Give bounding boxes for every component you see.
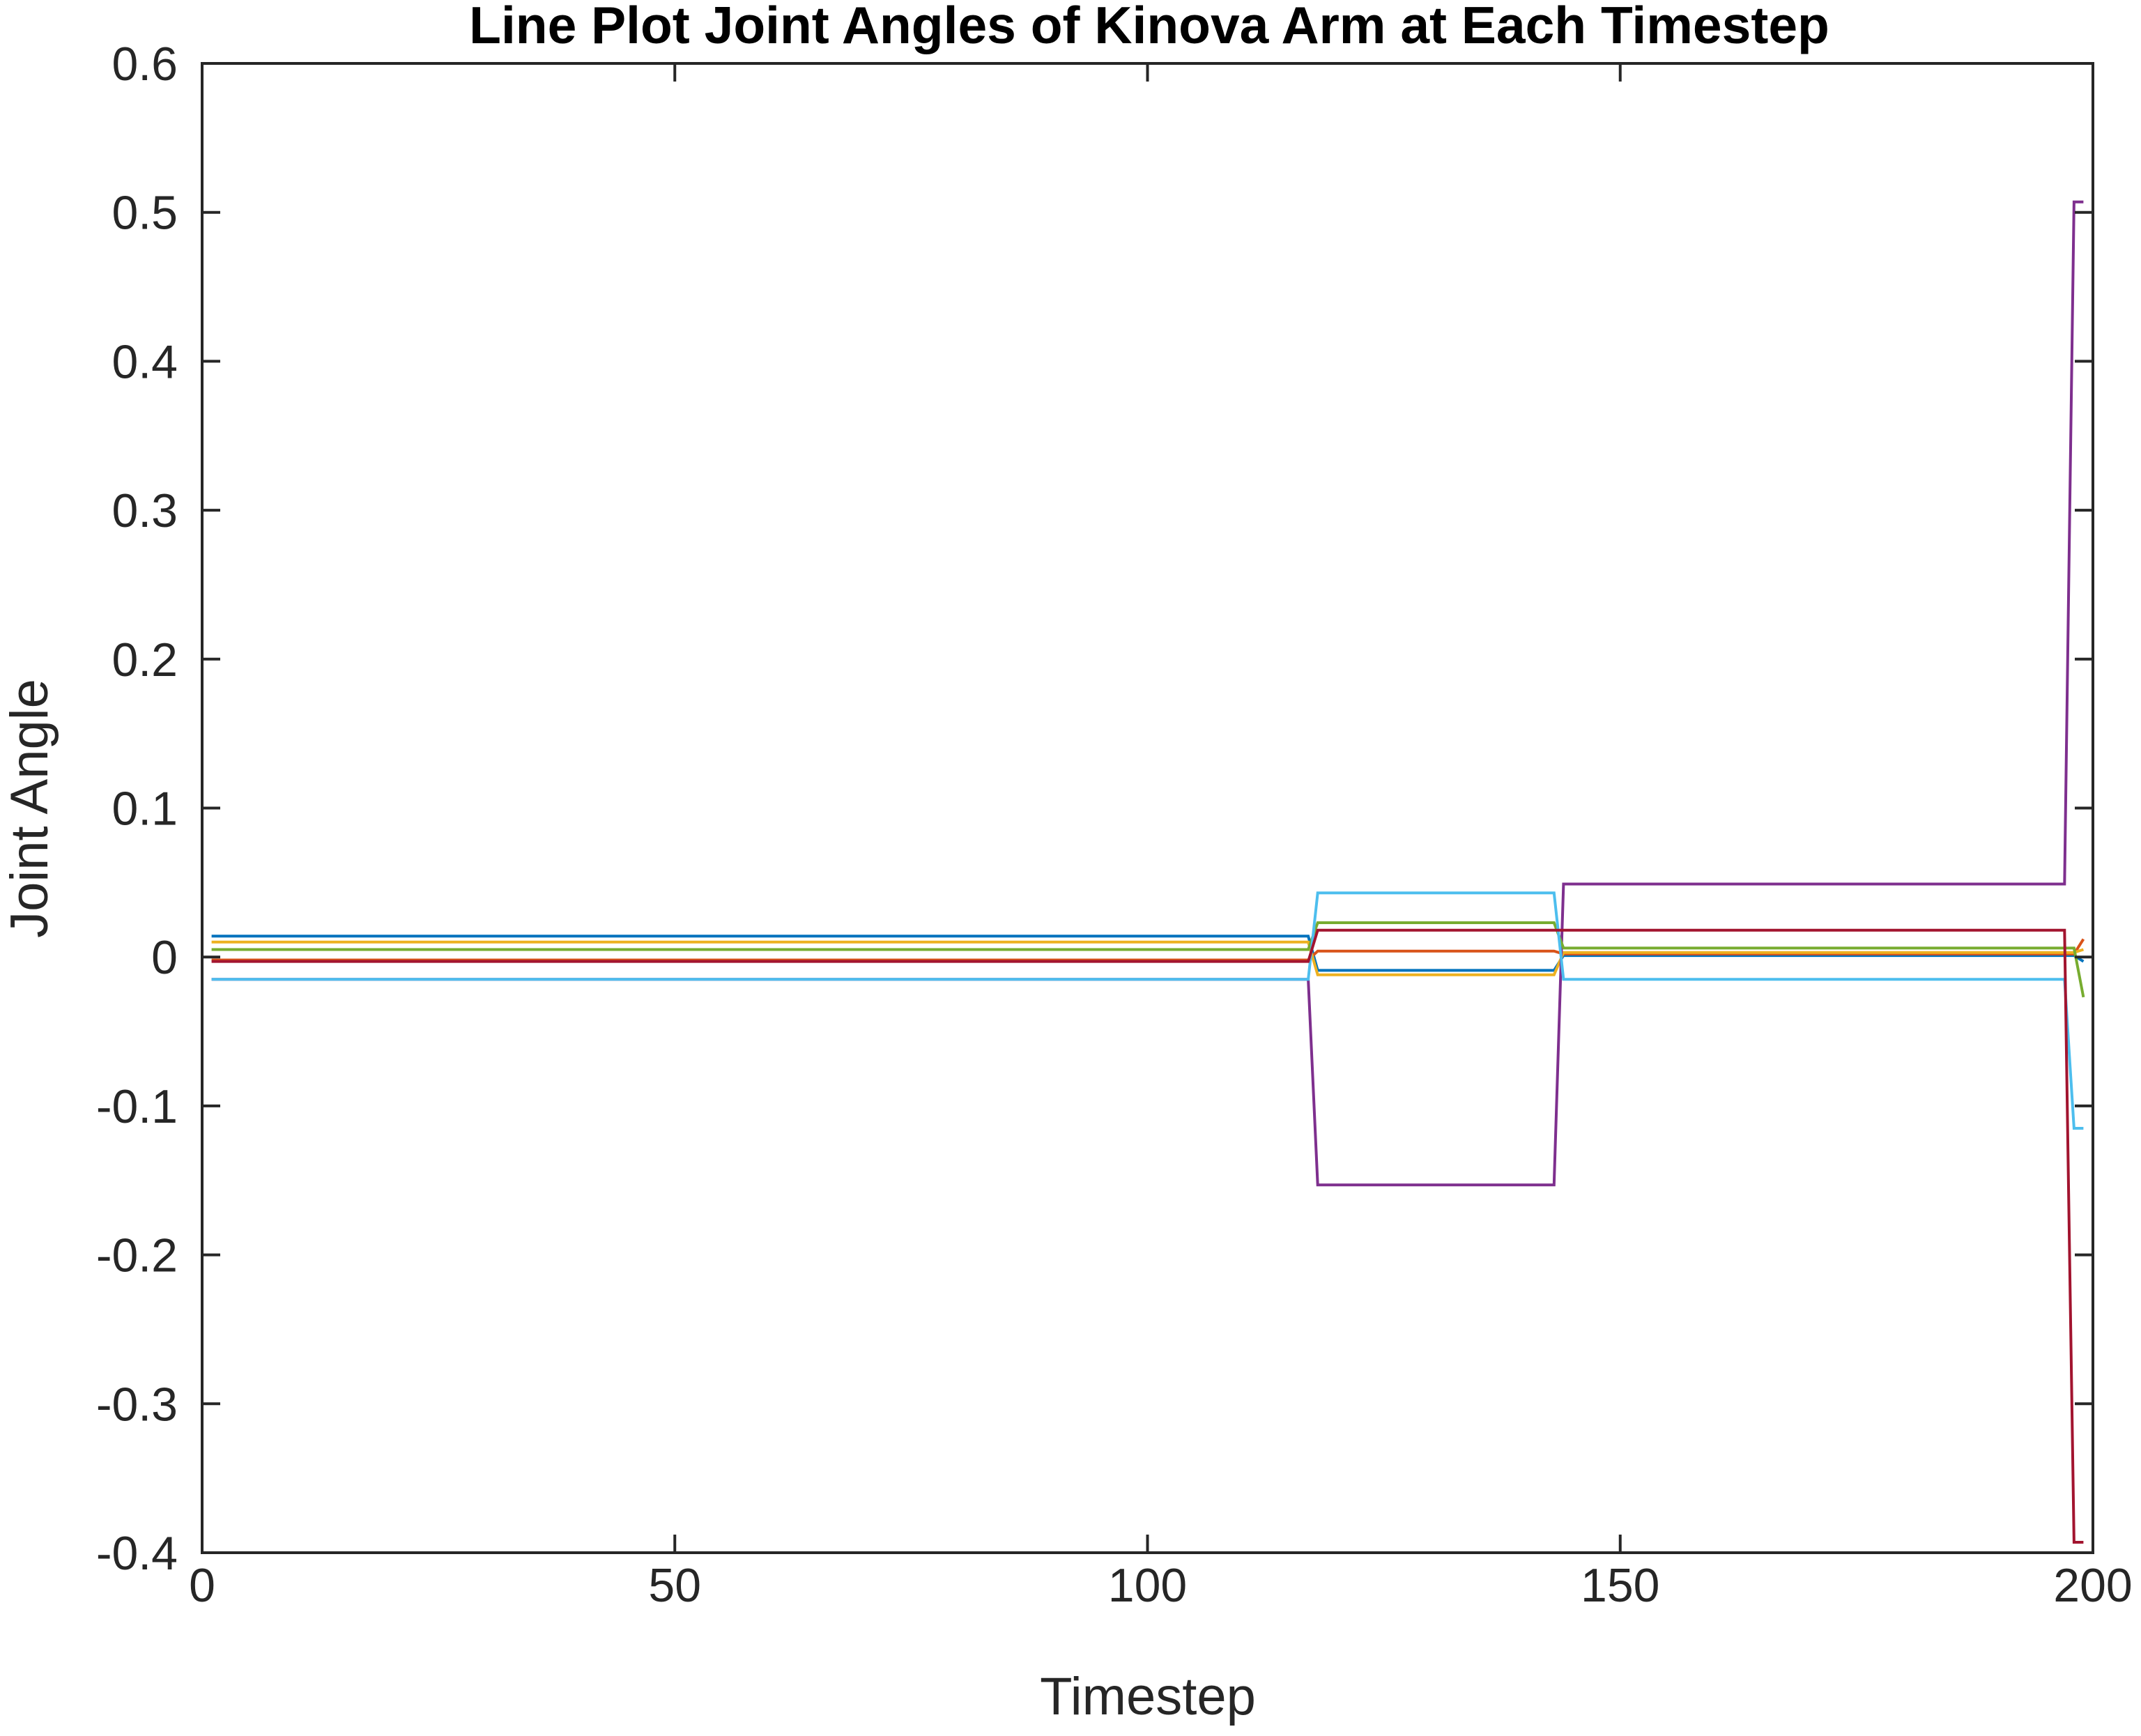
y-tick-label: 0.5 — [112, 187, 178, 240]
x-tick-label: 150 — [1581, 1559, 1659, 1612]
y-tick-label: -0.1 — [96, 1080, 178, 1133]
x-tick-label: 50 — [648, 1559, 701, 1612]
x-tick-label: 0 — [189, 1559, 215, 1612]
series-line-1 — [211, 935, 2085, 972]
y-tick-label: -0.2 — [96, 1229, 178, 1282]
x-axis-label: Timestep — [1040, 1667, 1256, 1726]
y-axis-label: Joint Angle — [0, 679, 59, 938]
y-tick-label: 0.4 — [112, 335, 178, 388]
y-tick-label: -0.3 — [96, 1378, 178, 1431]
series-layer — [211, 200, 2085, 1544]
plot-area — [201, 62, 2094, 1554]
series-line-4 — [211, 200, 2084, 1187]
y-axis: -0.4 -0.3 -0.2 -0.1 0 0.1 0.2 0.3 0.4 0.5 0.6 — [96, 38, 2093, 1580]
chart-title: Line Plot Joint Angles of Kinova Arm at … — [469, 0, 1829, 54]
series-line-6 — [211, 891, 2084, 1130]
y-tick-label: 0.1 — [112, 783, 178, 836]
x-tick-label: 100 — [1108, 1559, 1187, 1612]
y-tick-label: -0.4 — [96, 1527, 178, 1580]
x-axis: 0 50 100 150 200 — [189, 63, 2133, 1612]
y-tick-label: 0.3 — [112, 484, 178, 537]
y-tick-label: 0.2 — [112, 633, 178, 686]
x-tick-label: 200 — [2053, 1559, 2132, 1612]
y-tick-label: 0.6 — [112, 38, 178, 91]
series-line-5 — [211, 921, 2085, 998]
series-line-7 — [211, 928, 2084, 1544]
y-tick-label: 0 — [151, 931, 178, 984]
